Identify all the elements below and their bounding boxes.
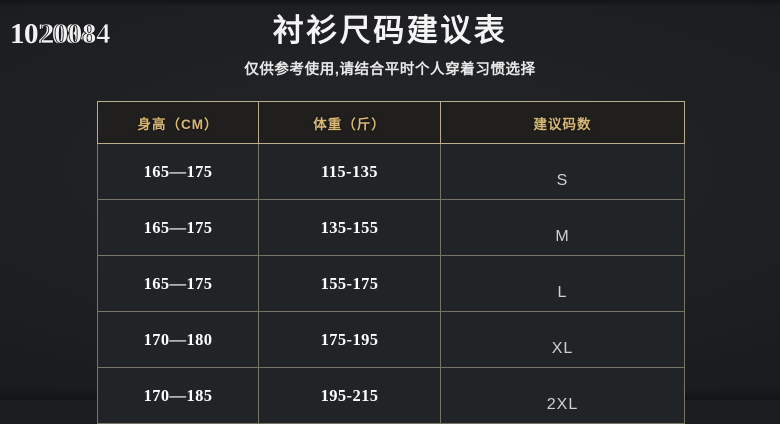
cell-weight: 195-215 bbox=[258, 367, 441, 424]
column-header-size: 建议码数 bbox=[440, 101, 685, 144]
size-chart-table: 身高（CM） 体重（斤） 建议码数 165—175 115-135 S 165—175… bbox=[97, 101, 685, 424]
top-edge-strip bbox=[0, 0, 780, 6]
watermark-text-back: 102084 bbox=[10, 18, 95, 50]
table-header: 身高（CM） 体重（斤） 建议码数 bbox=[97, 101, 685, 144]
cell-height: 170—180 bbox=[97, 311, 259, 368]
cell-height: 165—175 bbox=[97, 199, 259, 256]
cell-height: 165—175 bbox=[97, 143, 259, 200]
page-title: 衬衫尺码建议表 bbox=[272, 13, 508, 48]
cell-size: 2XL bbox=[440, 367, 685, 424]
cell-size: S bbox=[440, 143, 685, 200]
table-row: 165—175 155-175 L bbox=[97, 255, 685, 312]
table-row: 170—180 175-195 XL bbox=[97, 311, 685, 368]
cell-weight: 155-175 bbox=[258, 255, 441, 312]
corner-watermark: 102084 20084 bbox=[10, 17, 190, 53]
table-row: 165—175 135-155 M bbox=[97, 199, 685, 256]
watermark-text-front: 20084 bbox=[40, 18, 111, 51]
cell-weight: 175-195 bbox=[258, 311, 441, 368]
table-row: 165—175 115-135 S bbox=[97, 143, 685, 200]
cell-size: L bbox=[440, 255, 685, 312]
cell-size: M bbox=[440, 199, 685, 256]
cell-size: XL bbox=[440, 311, 685, 368]
table-header-row: 身高（CM） 体重（斤） 建议码数 bbox=[97, 101, 685, 144]
column-header-weight: 体重（斤） bbox=[258, 101, 441, 144]
cell-height: 170—185 bbox=[97, 367, 259, 424]
page-subtitle: 仅供参考使用,请结合平时个人穿着习惯选择 bbox=[244, 62, 536, 78]
cell-weight: 115-135 bbox=[258, 143, 441, 200]
table-row: 170—185 195-215 2XL bbox=[97, 367, 685, 424]
table-body: 165—175 115-135 S 165—175 135-155 M 165—175 155… bbox=[97, 143, 685, 424]
cell-height: 165—175 bbox=[97, 255, 259, 312]
cell-weight: 135-155 bbox=[258, 199, 441, 256]
column-header-height: 身高（CM） bbox=[97, 101, 259, 144]
